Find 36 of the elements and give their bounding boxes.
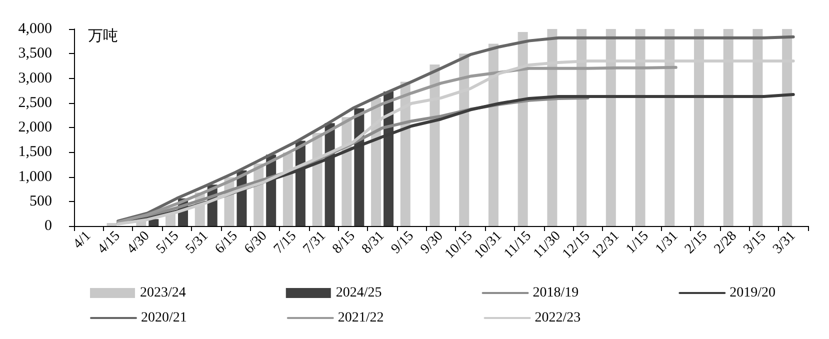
- legend-label: 2018/19: [532, 286, 579, 300]
- x-tick-label: 6/15: [212, 228, 241, 257]
- x-tick-label: 4/30: [124, 228, 153, 257]
- y-tick-label: 2,000: [18, 120, 52, 136]
- y-axis-title: 万吨: [88, 26, 118, 44]
- x-tick-label: 4/1: [70, 228, 94, 252]
- x-tick-label: 8/15: [330, 228, 358, 257]
- legend-label: 2020/21: [141, 310, 187, 326]
- x-tick-label: 7/15: [271, 228, 300, 257]
- x-tick-label: 2/15: [682, 228, 711, 257]
- x-tick-label: 6/30: [242, 228, 270, 257]
- y-tick-label: 2,500: [18, 94, 52, 111]
- y-tick-label: 4,000: [18, 21, 52, 37]
- legend-label: 2024/25: [336, 286, 382, 300]
- legend-label: 2021/22: [338, 310, 384, 326]
- x-tick-label: 2/28: [712, 228, 740, 257]
- x-tick-label: 8/31: [359, 228, 388, 257]
- x-tick-label: 3/15: [741, 228, 770, 257]
- y-tick-label: 500: [30, 193, 52, 210]
- x-tick-label: 9/30: [418, 228, 446, 257]
- y-tick-label: 3,000: [18, 70, 52, 86]
- x-tick-label: 4/15: [95, 228, 124, 257]
- y-tick-label: 1,000: [18, 168, 52, 185]
- x-tick-label: 5/31: [183, 228, 212, 257]
- x-tick-label: 1/31: [652, 228, 682, 257]
- x-tick-label: 9/15: [388, 228, 417, 257]
- y-tick-label: 0: [44, 218, 52, 234]
- legend-label: 2022/23: [534, 310, 581, 326]
- legend-label: 2019/20: [730, 286, 776, 300]
- y-tick-label: 1,500: [18, 144, 52, 160]
- x-tick-label: 1/15: [624, 228, 652, 257]
- x-tick-label: 3/31: [770, 228, 799, 257]
- y-tick-label: 3,500: [18, 46, 52, 62]
- x-tick-label: 5/15: [154, 228, 182, 257]
- x-tick-label: 7/31: [300, 228, 329, 257]
- legend-label: 2023/24: [140, 286, 186, 300]
